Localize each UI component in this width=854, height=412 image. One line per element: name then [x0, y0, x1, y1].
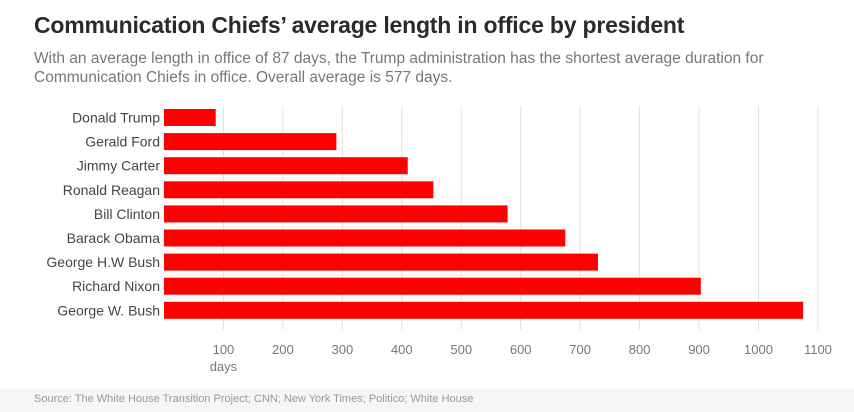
- category-label: Jimmy Carter: [77, 158, 161, 174]
- chart-subtitle: With an average length in office of 87 d…: [34, 50, 764, 86]
- category-label: George H.W Bush: [46, 254, 160, 270]
- x-tick-label: 100: [213, 342, 235, 357]
- bar: [164, 229, 566, 247]
- x-tick-label: 1100: [804, 342, 832, 357]
- category-label: Ronald Reagan: [63, 182, 160, 198]
- bar: [164, 205, 508, 223]
- x-tick-label: 900: [688, 342, 710, 357]
- bars: [164, 109, 804, 319]
- category-label: Bill Clinton: [94, 206, 160, 222]
- bar: [164, 253, 598, 271]
- bar: [164, 277, 701, 295]
- category-label: Donald Trump: [72, 110, 160, 126]
- category-label: George W. Bush: [57, 302, 160, 318]
- x-tick-label: 800: [629, 342, 651, 357]
- x-tick-label: 200: [272, 342, 294, 357]
- category-label: Richard Nixon: [72, 278, 160, 294]
- x-tick-label: 700: [569, 342, 591, 357]
- bar-chart: Donald Trump Gerald Ford Jimmy Carter Ronal…: [46, 106, 832, 374]
- bar: [164, 109, 216, 126]
- x-tick-label: 300: [331, 342, 353, 357]
- bar: [164, 133, 337, 151]
- bar: [164, 157, 408, 175]
- x-tick-label: 400: [391, 342, 413, 357]
- footer-bar: [0, 389, 854, 412]
- chart-title: Communication Chiefs’ average length in …: [34, 12, 685, 38]
- x-axis-ticks: 100 200 300 400 500 600 700 800 900 1000 1100 days: [210, 342, 832, 374]
- category-label: Gerald Ford: [85, 134, 160, 150]
- bar: [164, 301, 804, 319]
- x-unit-label: days: [210, 359, 238, 374]
- bar: [164, 181, 434, 199]
- category-label: Barack Obama: [67, 230, 161, 246]
- x-tick-label: 500: [450, 342, 472, 357]
- x-tick-label: 1000: [744, 342, 773, 357]
- source-note: Source: The White House Transition Proje…: [34, 393, 474, 405]
- category-labels: Donald Trump Gerald Ford Jimmy Carter Ronal…: [46, 110, 160, 319]
- x-tick-label: 600: [510, 342, 532, 357]
